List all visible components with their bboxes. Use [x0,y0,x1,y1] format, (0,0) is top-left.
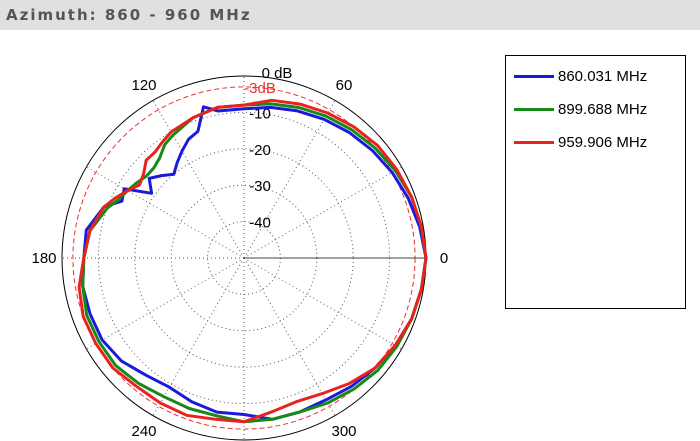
grid-spoke [243,257,336,416]
grid-spoke [152,257,245,416]
legend-entry: 959.906 MHz [514,132,647,152]
radial-tick-label: -20 [249,142,271,159]
grid-spoke [86,166,245,259]
legend-entry: 899.688 MHz [514,99,647,119]
legend: 860.031 MHz 899.688 MHz 959.906 MHz [505,55,686,309]
angle-tick-label: 240 [131,423,156,440]
angle-tick-label: 60 [336,77,353,94]
radial-tick-label: -30 [249,178,271,195]
chart-heading: Azimuth: 860 - 960 MHz [6,6,252,24]
angle-tick-label: 120 [131,77,156,94]
legend-label: 959.906 MHz [558,133,648,151]
legend-label: 860.031 MHz [558,67,648,85]
angle-tick-label: 300 [331,423,356,440]
legend-swatch [514,140,554,144]
legend-swatch [514,107,554,111]
header-bar: Azimuth: 860 - 960 MHz [0,0,700,30]
radial-tick-label: -3dB [244,80,276,97]
angle-tick-label: 180 [31,250,56,267]
legend-label: 899.688 MHz [558,100,648,118]
angle-tick-label: 0 [440,250,448,267]
legend-entry: 860.031 MHz [514,66,647,86]
grid-spoke [86,257,245,350]
radial-unit-label: 0 dB [262,65,293,82]
grid-spoke [243,257,402,350]
radial-tick-label: -40 [249,215,271,232]
series-line [77,98,428,424]
series-line [81,102,428,424]
legend-swatch [514,74,554,78]
